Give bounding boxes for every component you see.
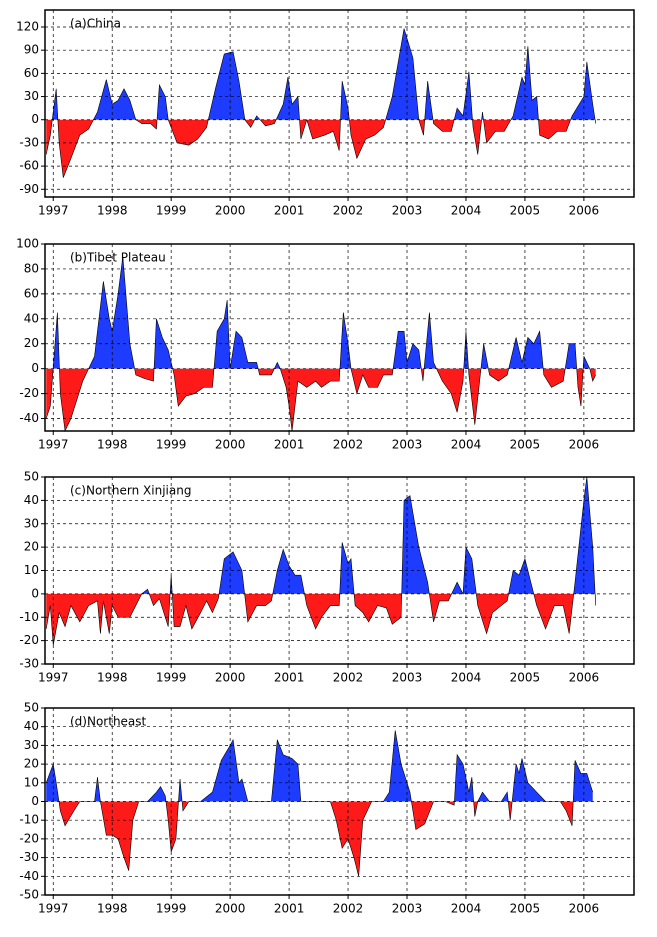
y-tick-label: 40 <box>24 493 39 507</box>
y-tick-label: 20 <box>24 336 39 350</box>
x-tick-label: 1997 <box>38 902 69 916</box>
y-tick-label: -40 <box>19 869 39 883</box>
x-tick-label: 1998 <box>97 204 128 218</box>
y-tick-label: -20 <box>19 633 39 647</box>
x-tick-label: 2006 <box>569 204 600 218</box>
x-tick-label: 1998 <box>97 671 128 685</box>
panel-title: (c)Northern Xinjiang <box>70 484 191 498</box>
y-tick-label: 40 <box>24 311 39 325</box>
y-tick-label: 90 <box>24 43 39 57</box>
y-tick-label: -50 <box>19 888 39 902</box>
y-tick-label: 30 <box>24 516 39 530</box>
panel-title: (b)Tibet Plateau <box>70 251 166 265</box>
panel: -90 -60 -30 0 30 60 90 120 1997 1998 1999 2000 2001 2… <box>16 9 635 218</box>
x-tick-label: 2002 <box>333 438 364 452</box>
panel-title: (a)China <box>70 17 121 31</box>
y-tick-label: -40 <box>19 411 39 425</box>
y-tick-label: 10 <box>24 563 39 577</box>
x-tick-label: 2001 <box>274 204 305 218</box>
y-tick-label: -10 <box>19 610 39 624</box>
negative-area <box>46 119 596 178</box>
panel-title: (d)Northeast <box>70 715 147 729</box>
x-tick-label: 2003 <box>392 438 423 452</box>
x-tick-label: 1997 <box>38 671 69 685</box>
y-tick-label: 120 <box>16 20 39 34</box>
y-tick-label: 30 <box>24 89 39 103</box>
y-tick-label: 80 <box>24 261 39 275</box>
y-tick-label: 20 <box>24 540 39 554</box>
x-tick-label: 1998 <box>97 438 128 452</box>
plot-frame <box>44 9 635 198</box>
panel: -50 -40 -30 -20 -10 0 10 20 30 40 50 1997 1998 1999 20… <box>19 701 635 916</box>
x-tick-label: 1997 <box>38 438 69 452</box>
x-tick-label: 2002 <box>333 902 364 916</box>
y-tick-label: -10 <box>19 813 39 827</box>
positive-area <box>46 477 596 594</box>
x-tick-label: 2003 <box>392 902 423 916</box>
x-tick-label: 2003 <box>392 204 423 218</box>
y-tick-label: 0 <box>31 794 39 808</box>
y-tick-label: 20 <box>24 757 39 771</box>
x-tick-label: 1999 <box>156 204 187 218</box>
panel: -30 -20 -10 0 10 20 30 40 50 1997 1998 1999 2000 2001… <box>19 470 635 685</box>
plot-frame <box>44 243 635 432</box>
y-tick-label: -90 <box>19 182 39 196</box>
x-tick-label: 2001 <box>274 671 305 685</box>
x-tick-label: 2004 <box>451 204 482 218</box>
x-tick-label: 1998 <box>97 902 128 916</box>
y-tick-label: 40 <box>24 719 39 733</box>
outline <box>45 476 596 646</box>
positive-area <box>46 730 593 802</box>
y-tick-label: 50 <box>24 470 39 484</box>
positive-area <box>46 28 596 120</box>
y-tick-label: -30 <box>19 135 39 149</box>
y-tick-label: 50 <box>24 701 39 715</box>
x-tick-label: 2004 <box>451 902 482 916</box>
x-tick-label: 2006 <box>569 438 600 452</box>
x-tick-label: 1999 <box>156 438 187 452</box>
x-tick-label: 2005 <box>510 438 541 452</box>
x-tick-label: 2000 <box>215 438 246 452</box>
negative-area <box>46 801 593 877</box>
y-tick-label: -20 <box>19 831 39 845</box>
x-tick-label: 2002 <box>333 671 364 685</box>
x-tick-label: 2001 <box>274 438 305 452</box>
y-tick-label: -30 <box>19 850 39 864</box>
outline <box>45 28 596 178</box>
y-tick-label: 60 <box>24 286 39 300</box>
y-tick-label: -30 <box>19 657 39 671</box>
x-tick-label: 2005 <box>510 902 541 916</box>
panel: -40 -20 0 20 40 60 80 100 1997 1998 1999 2000 2001 20… <box>16 237 635 452</box>
plot-frame <box>44 476 635 665</box>
x-tick-label: 2003 <box>392 671 423 685</box>
y-tick-label: -60 <box>19 159 39 173</box>
y-tick-label: 30 <box>24 738 39 752</box>
x-tick-label: 2000 <box>215 671 246 685</box>
x-tick-label: 2000 <box>215 902 246 916</box>
x-tick-label: 2005 <box>510 204 541 218</box>
x-tick-label: 2002 <box>333 204 364 218</box>
x-tick-label: 2006 <box>569 902 600 916</box>
x-tick-label: 2004 <box>451 671 482 685</box>
y-tick-label: 0 <box>31 112 39 126</box>
y-tick-label: 60 <box>24 66 39 80</box>
negative-area <box>46 368 596 431</box>
x-tick-label: 2001 <box>274 902 305 916</box>
negative-area <box>46 593 596 646</box>
y-tick-label: 100 <box>16 237 39 251</box>
y-tick-label: 10 <box>24 775 39 789</box>
x-tick-label: 2005 <box>510 671 541 685</box>
x-tick-label: 1999 <box>156 671 187 685</box>
x-tick-label: 2006 <box>569 671 600 685</box>
positive-area <box>53 256 590 369</box>
y-tick-label: -20 <box>19 386 39 400</box>
x-tick-label: 1999 <box>156 902 187 916</box>
x-tick-label: 2004 <box>451 438 482 452</box>
y-tick-label: 0 <box>31 586 39 600</box>
x-tick-label: 2000 <box>215 204 246 218</box>
x-tick-label: 1997 <box>38 204 69 218</box>
y-tick-label: 0 <box>31 361 39 375</box>
plot-frame <box>44 707 635 896</box>
